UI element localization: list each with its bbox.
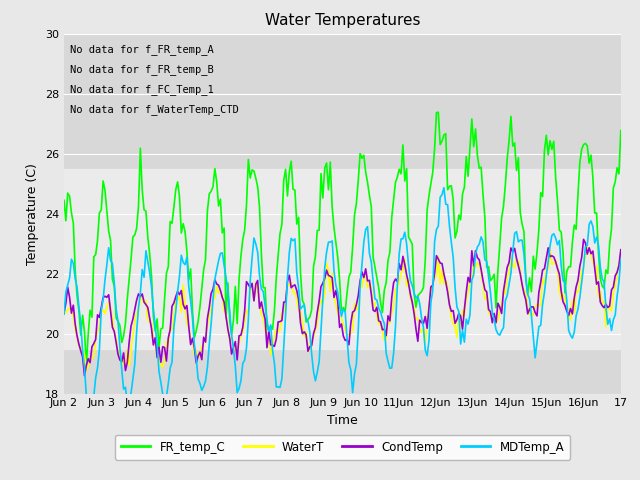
Text: No data for f_FC_Temp_1: No data for f_FC_Temp_1 — [70, 84, 213, 95]
Title: Water Temperatures: Water Temperatures — [265, 13, 420, 28]
X-axis label: Time: Time — [327, 414, 358, 427]
Legend: FR_temp_C, WaterT, CondTemp, MDTemp_A: FR_temp_C, WaterT, CondTemp, MDTemp_A — [115, 435, 570, 460]
Text: No data for f_FR_temp_B: No data for f_FR_temp_B — [70, 64, 213, 75]
Text: No data for f_WaterTemp_CTD: No data for f_WaterTemp_CTD — [70, 104, 238, 115]
Text: No data for f_FR_temp_A: No data for f_FR_temp_A — [70, 44, 213, 55]
Bar — [64, 168, 621, 348]
Y-axis label: Temperature (C): Temperature (C) — [26, 163, 39, 264]
